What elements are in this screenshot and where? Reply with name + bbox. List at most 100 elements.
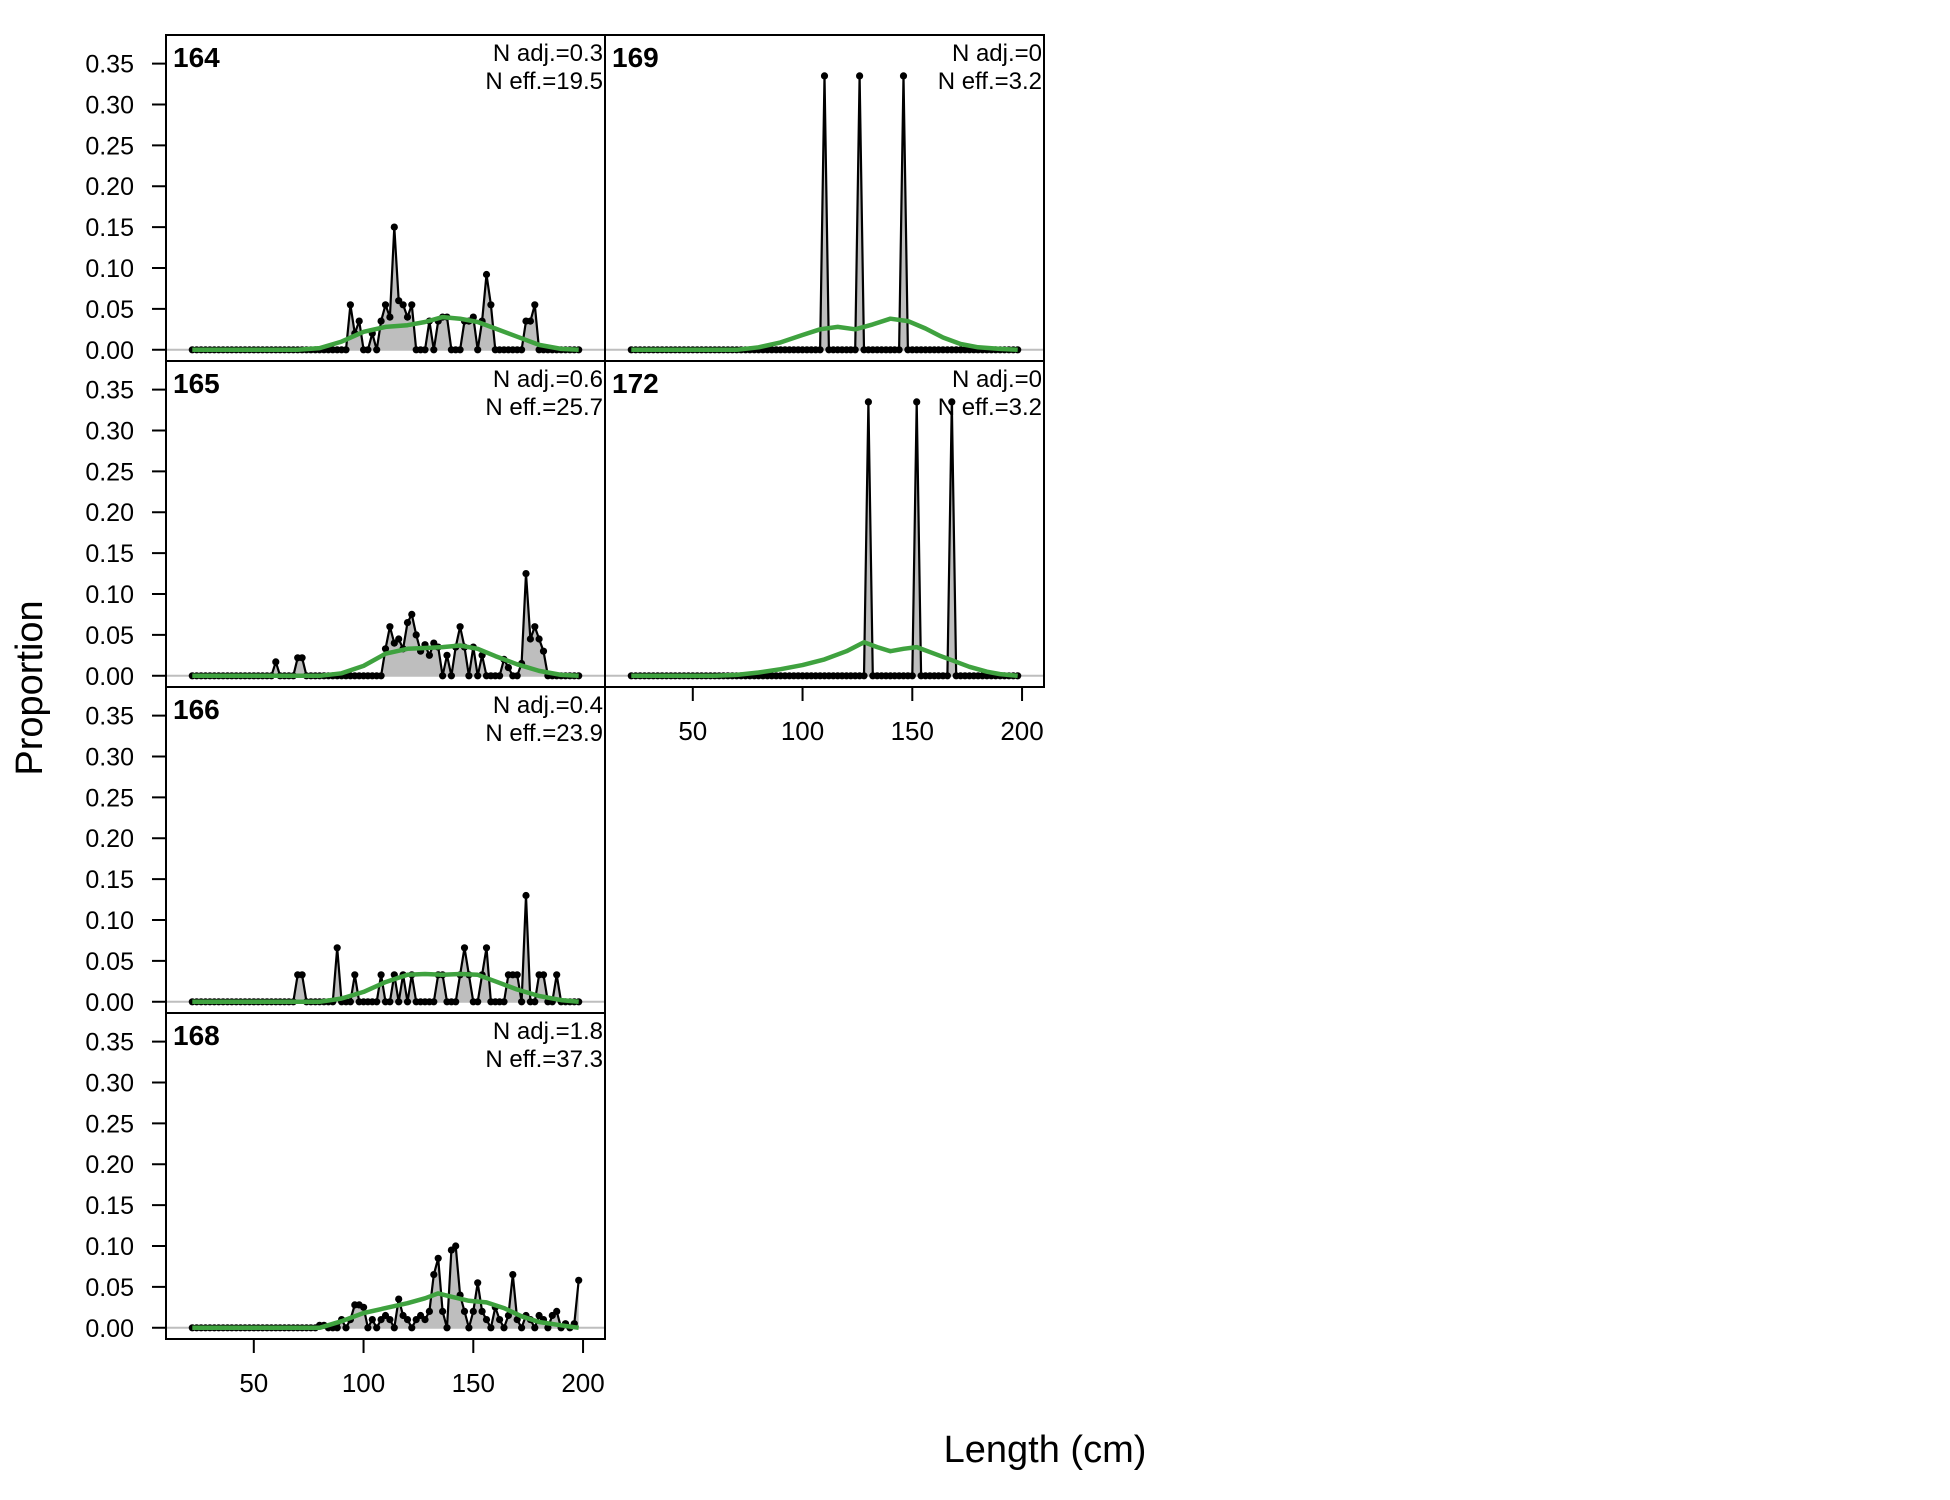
y-tick-label: 0.00 (85, 337, 134, 365)
observed-point (539, 971, 548, 979)
observed-point (395, 635, 403, 643)
observed-point (518, 346, 526, 354)
y-tick-label: 0.25 (85, 1110, 134, 1138)
observed-point (364, 346, 372, 354)
observed-point (544, 1324, 552, 1332)
observed-point (482, 270, 491, 279)
observed-point (443, 651, 451, 659)
observed-point (553, 1307, 561, 1315)
expected-line (631, 639, 1018, 679)
panel-year-label: 165 (173, 368, 220, 399)
observed-point (373, 346, 381, 354)
y-tick-label: 0.30 (85, 1069, 134, 1097)
y-tick-label: 0.00 (85, 989, 134, 1017)
observed-point (500, 1324, 508, 1332)
observed-point (381, 301, 390, 309)
y-tick-label: 0.00 (85, 663, 134, 691)
observed-point (386, 313, 394, 321)
observed-point (386, 623, 394, 631)
observed-point (474, 1279, 482, 1287)
observed-point (531, 998, 539, 1006)
observed-area (631, 401, 1018, 676)
observed-point (364, 1324, 372, 1332)
observed-point (381, 645, 390, 653)
observed-line (631, 401, 1018, 677)
observed-area (192, 227, 579, 350)
observed-point (948, 398, 956, 406)
observed-point (425, 1307, 433, 1315)
y-tick-label: 0.30 (85, 91, 134, 119)
observed-point (346, 998, 354, 1006)
observed-point (465, 672, 473, 680)
observed-point (408, 1324, 416, 1332)
y-tick-label: 0.35 (85, 1029, 134, 1057)
observed-point (346, 301, 354, 309)
observed-point (496, 672, 504, 680)
observed-point (373, 1324, 381, 1332)
observed-line (192, 895, 579, 1003)
observed-point (860, 672, 868, 680)
observed-point (895, 346, 903, 354)
observed-point (899, 72, 908, 80)
observed-point (856, 72, 864, 80)
n-adj-label: N adj.=0.3 (493, 40, 603, 67)
observed-point (298, 971, 306, 979)
panels-layer: 164 N adj.=0.3N eff.=19.5 0.00 0.05 0.10 0.15… (85, 34, 1045, 1398)
y-tick-label: 0.10 (85, 581, 134, 609)
observed-point (408, 301, 416, 309)
observed-point (531, 1324, 539, 1332)
observed-point (487, 1324, 495, 1332)
x-tick-label: 200 (561, 1368, 604, 1398)
observed-point (333, 944, 341, 952)
panel-year-label: 172 (612, 368, 659, 399)
observed-point (504, 664, 512, 672)
x-tick-label: 100 (781, 716, 824, 746)
observed-point (272, 658, 280, 666)
expected-line (192, 971, 579, 1005)
x-tick-label: 200 (1000, 716, 1043, 746)
n-adj-label: N adj.=0.4 (493, 692, 603, 719)
expected-line (631, 316, 1018, 353)
observed-point (434, 1254, 442, 1262)
observed-point (460, 1307, 469, 1315)
panel-168: 168 N adj.=1.8N eff.=37.3 0.00 0.05 0.10 0.15… (85, 1012, 606, 1398)
observed-point (513, 1316, 521, 1324)
observed-point (500, 998, 508, 1006)
observed-point (342, 346, 350, 354)
n-eff-label: N eff.=25.7 (485, 394, 603, 421)
x-tick-label: 100 (342, 1368, 385, 1398)
observed-point (421, 1316, 429, 1324)
observed-point (474, 346, 482, 354)
x-tick-label: 50 (678, 716, 707, 746)
y-tick-label: 0.15 (85, 540, 134, 568)
observed-point (526, 635, 535, 643)
y-tick-label: 0.10 (85, 1233, 134, 1261)
y-tick-label: 0.10 (85, 907, 134, 935)
observed-point (526, 317, 535, 325)
y-tick-label: 0.35 (85, 377, 134, 405)
observed-point (386, 998, 394, 1006)
observed-point (403, 313, 412, 321)
y-tick-label: 0.35 (85, 51, 134, 79)
panel-172: 172 N adj.=0N eff.=3.2 50 100 150 200 (604, 360, 1045, 746)
observed-point (908, 672, 916, 680)
observed-point (496, 1316, 504, 1324)
observed-point (333, 1324, 341, 1332)
observed-point (531, 623, 539, 631)
panel-165: 165 N adj.=0.6N eff.=25.7 0.00 0.05 0.10 0.15… (85, 360, 606, 691)
observed-point (456, 346, 464, 354)
panel-frame (604, 360, 1045, 688)
x-tick-label: 150 (452, 1368, 495, 1398)
observed-point (439, 1307, 447, 1315)
y-tick-label: 0.25 (85, 784, 134, 812)
observed-point (509, 1271, 517, 1279)
panel-year-label: 168 (173, 1020, 220, 1051)
observed-point (373, 998, 381, 1006)
n-adj-label: N adj.=0 (952, 366, 1042, 393)
observed-point (421, 346, 429, 354)
n-eff-label: N eff.=37.3 (485, 1046, 603, 1073)
observed-area (192, 895, 579, 1002)
n-eff-label: N eff.=19.5 (485, 68, 603, 95)
observed-point (342, 1324, 350, 1332)
observed-point (395, 998, 403, 1006)
